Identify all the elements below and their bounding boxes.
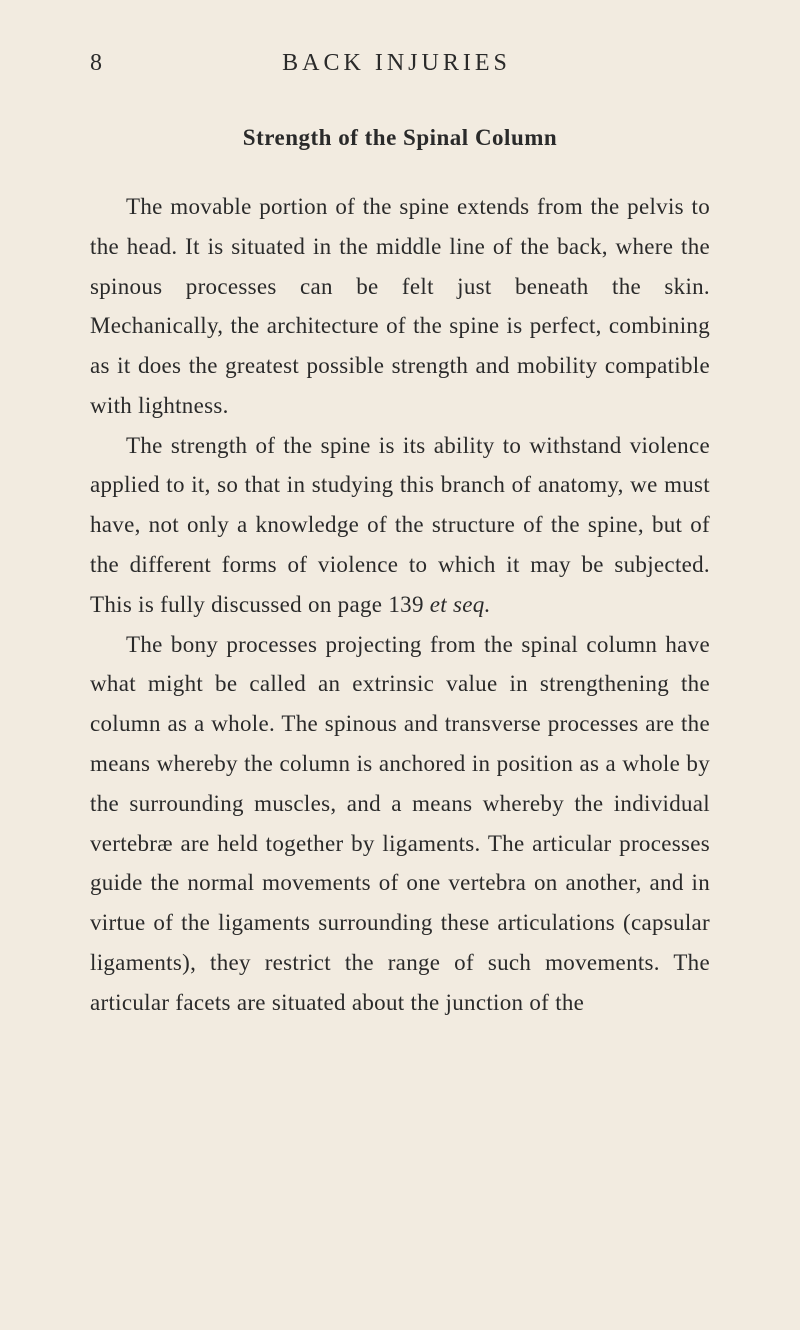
italic-phrase: et seq.: [430, 592, 491, 617]
page-header: 8 BACK INJURIES: [90, 50, 710, 77]
paragraph-2-text: The strength of the spine is its ability…: [90, 433, 710, 617]
section-title: Strength of the Spinal Column: [90, 125, 710, 151]
paragraph-2: The strength of the spine is its ability…: [90, 426, 710, 625]
running-head: BACK INJURIES: [83, 50, 710, 77]
paragraph-3: The bony processes projecting from the s…: [90, 625, 710, 1023]
paragraph-1: The movable portion of the spine extends…: [90, 187, 710, 426]
body-text: The movable portion of the spine extends…: [90, 187, 710, 1022]
